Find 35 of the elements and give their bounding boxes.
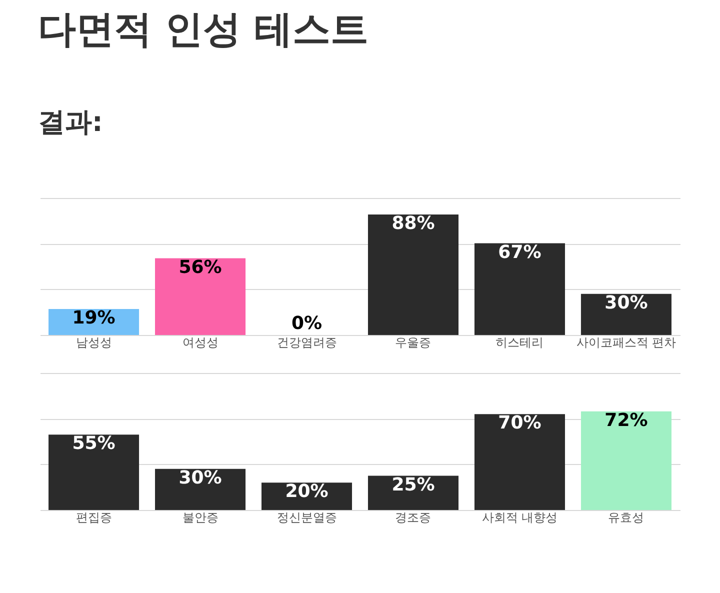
chart-subtitle: 결과: — [38, 106, 103, 140]
bar — [368, 214, 458, 335]
data-label: 20% — [285, 481, 328, 502]
x-tick-label: 히스테리 — [496, 336, 544, 350]
x-tick-label: 사이코패스적 편차 — [576, 336, 676, 350]
data-label: 70% — [498, 412, 542, 434]
data-label: 88% — [392, 212, 435, 234]
x-tick-label: 불안증 — [182, 510, 218, 524]
bar — [155, 258, 246, 335]
data-label: 30% — [604, 292, 648, 314]
data-label: 72% — [604, 410, 648, 431]
data-label: 25% — [392, 474, 435, 496]
bar — [474, 243, 565, 335]
bar — [368, 476, 458, 510]
data-label: 56% — [178, 256, 222, 278]
bar — [580, 411, 672, 510]
data-label: 55% — [72, 433, 116, 454]
data-label: 0% — [291, 313, 322, 334]
data-label: 30% — [178, 467, 222, 488]
bar — [155, 468, 246, 510]
x-tick-label: 남성성 — [76, 336, 112, 350]
x-tick-label: 유효성 — [608, 510, 644, 524]
x-tick-label: 정신분열증 — [276, 510, 337, 524]
x-tick-label: 편집증 — [76, 510, 112, 524]
x-tick-label: 우울증 — [395, 336, 432, 350]
data-label: 19% — [72, 308, 116, 329]
x-tick-label: 경조증 — [395, 510, 432, 524]
bar — [580, 294, 672, 335]
x-tick-label: 여성성 — [182, 336, 218, 350]
chart-title: 다면적 인성 테스트 — [38, 6, 368, 53]
data-label: 67% — [498, 242, 542, 263]
bar — [474, 414, 565, 510]
x-tick-label: 사회적 내향성 — [482, 510, 558, 524]
x-tick-label: 건강염려증 — [276, 336, 337, 350]
bar — [48, 434, 140, 510]
